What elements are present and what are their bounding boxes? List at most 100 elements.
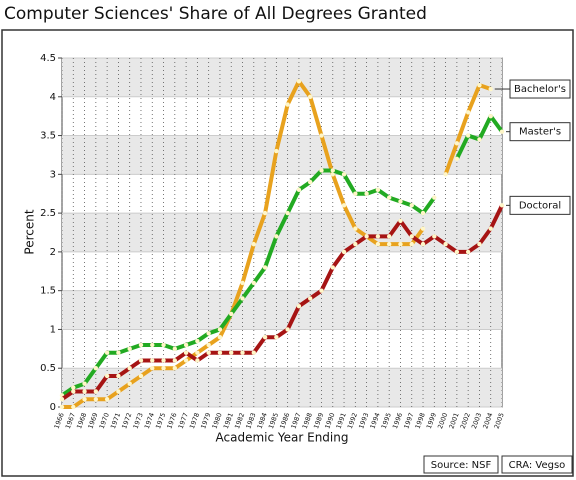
point <box>172 358 178 363</box>
point <box>375 234 381 239</box>
point <box>116 350 121 355</box>
grid-band <box>62 58 502 97</box>
point <box>420 210 426 216</box>
point <box>195 338 200 344</box>
y-tick-label: 0 <box>50 402 56 413</box>
point <box>172 366 178 371</box>
y-tick-label: 4.5 <box>40 53 56 64</box>
point <box>364 234 369 239</box>
point <box>262 335 268 340</box>
point <box>104 373 110 379</box>
point <box>285 102 290 107</box>
point <box>59 404 65 410</box>
point <box>341 172 347 177</box>
legend-label: Doctoral <box>519 200 561 211</box>
point <box>398 241 403 247</box>
point <box>240 280 245 286</box>
point <box>251 241 256 247</box>
point <box>477 241 482 247</box>
point <box>465 110 471 115</box>
frame <box>1 29 574 477</box>
point <box>296 303 302 309</box>
source: Source: NSF <box>431 460 492 471</box>
point <box>262 210 268 216</box>
point <box>319 133 324 138</box>
legend-box <box>509 122 571 142</box>
point <box>150 366 155 371</box>
x-tick-label: 2005 <box>493 412 506 430</box>
point <box>353 191 358 196</box>
point <box>465 249 471 255</box>
point <box>183 350 189 355</box>
point <box>386 241 392 247</box>
point <box>93 389 99 394</box>
point <box>296 79 302 84</box>
point <box>353 226 358 231</box>
point <box>296 187 302 193</box>
point <box>420 241 426 247</box>
point <box>161 366 166 371</box>
point <box>465 133 471 138</box>
point <box>443 172 448 177</box>
point <box>409 203 414 208</box>
point <box>488 113 493 119</box>
point <box>398 218 403 224</box>
point <box>330 172 335 177</box>
point <box>82 381 87 386</box>
point <box>454 141 460 146</box>
y-tick-label: 1.5 <box>40 286 56 297</box>
point <box>71 385 76 390</box>
source-box <box>423 455 499 474</box>
credit: CRA: Vegso <box>509 460 566 471</box>
point <box>172 346 178 352</box>
point <box>217 350 223 355</box>
point <box>104 350 110 355</box>
point <box>330 265 335 270</box>
point <box>82 389 87 394</box>
grid-band <box>62 290 502 330</box>
point <box>71 404 76 410</box>
point <box>341 249 347 255</box>
y-tick-label: 3.5 <box>40 131 56 142</box>
point <box>116 389 121 394</box>
point <box>150 358 155 363</box>
credit-box <box>501 455 573 474</box>
point <box>432 234 437 239</box>
point <box>229 350 234 355</box>
chart-title: Computer Sciences' Share of All Degrees … <box>4 4 427 24</box>
point <box>409 241 414 247</box>
grid-band <box>62 213 502 252</box>
y-tick-label: 1 <box>50 324 56 335</box>
point <box>477 137 482 142</box>
point <box>251 280 256 286</box>
point <box>138 358 144 363</box>
y-tick-label: 2 <box>50 247 56 258</box>
point <box>353 241 358 247</box>
point <box>82 397 87 402</box>
point <box>341 203 347 208</box>
point <box>116 373 121 379</box>
x-axis-title: Academic Year Ending <box>216 431 349 445</box>
series-line <box>60 204 504 401</box>
point <box>206 350 211 355</box>
grid-band <box>62 135 502 175</box>
point <box>386 234 392 239</box>
point <box>398 199 403 204</box>
legend-box <box>509 79 571 99</box>
point <box>432 195 437 200</box>
point <box>308 94 313 99</box>
point <box>454 249 460 255</box>
point <box>183 342 189 348</box>
y-tick-label: 0.5 <box>40 363 56 374</box>
point <box>150 342 155 348</box>
legend-label: Master's <box>519 127 561 138</box>
point <box>274 234 279 239</box>
point <box>454 156 460 162</box>
point <box>195 358 200 363</box>
grid-band <box>62 368 502 407</box>
point <box>206 331 211 336</box>
point <box>274 148 279 154</box>
point <box>364 191 369 196</box>
point <box>488 86 493 92</box>
